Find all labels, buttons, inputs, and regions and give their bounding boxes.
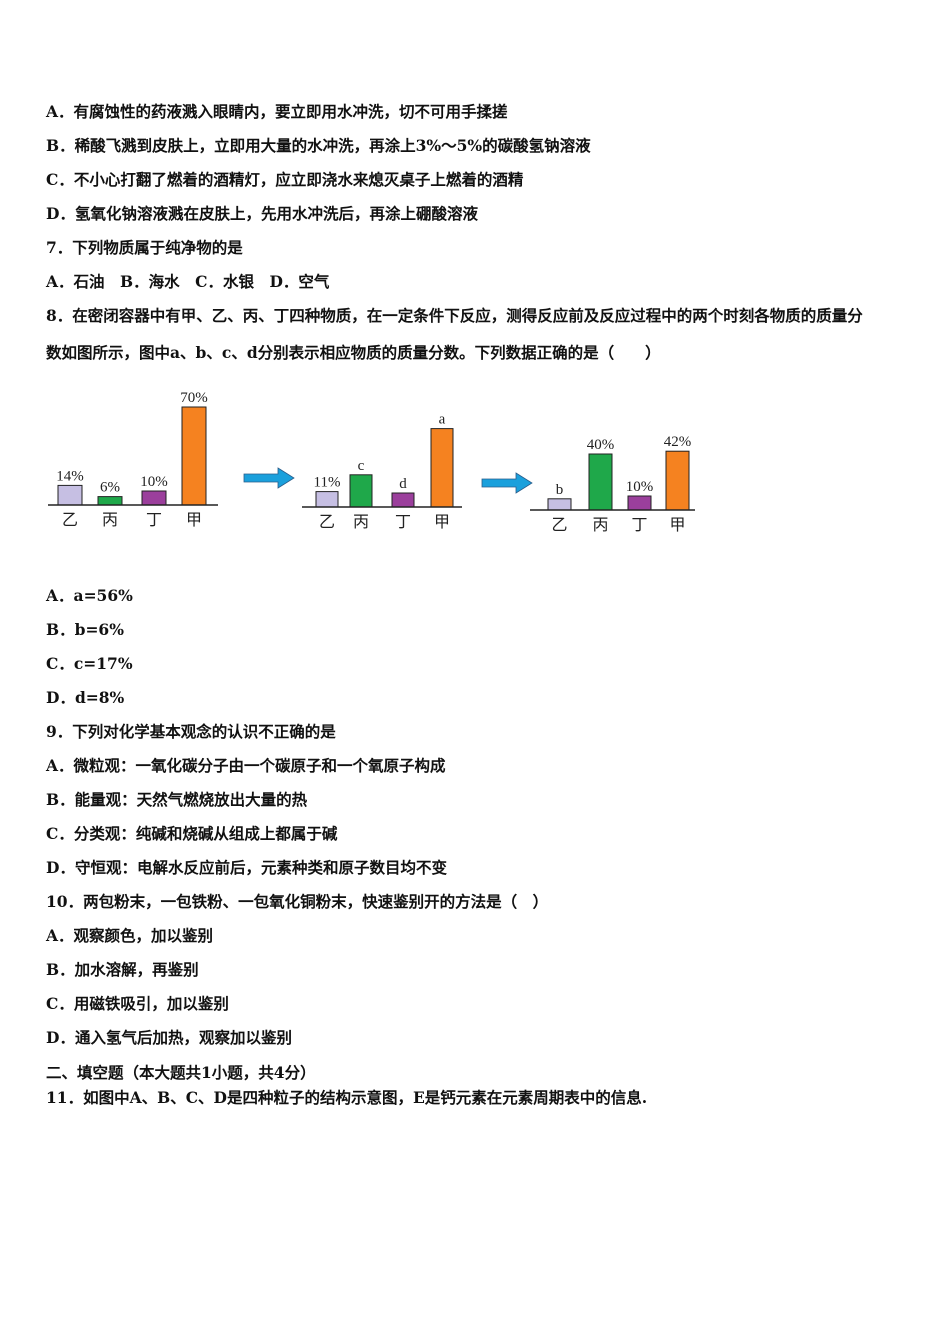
text-line: C．分类观：纯碱和烧碱从组成上都属于碱 xyxy=(46,824,338,843)
text-line: D．d=8% xyxy=(46,688,125,707)
text-line: 8．在密闭容器中有甲、乙、丙、丁四种物质，在一定条件下反应，测得反应前及反应过程… xyxy=(46,306,863,325)
text-line: B．加水溶解，再鉴别 xyxy=(46,960,199,979)
text-line: B．b=6% xyxy=(46,620,124,639)
data-label: 6% xyxy=(100,480,120,496)
right-arrow-icon xyxy=(243,467,295,489)
text-line: 9．下列对化学基本观念的认识不正确的是 xyxy=(46,722,336,741)
bar xyxy=(97,496,123,506)
category-label: 甲 xyxy=(434,514,450,531)
data-label: 42% xyxy=(664,434,692,450)
text-line: A．石油 B．海水 C．水银 D．空气 xyxy=(46,272,330,291)
data-label: a xyxy=(439,412,446,428)
text-line: A．有腐蚀性的药液溅入眼睛内，要立即用水冲洗，切不可用手揉搓 xyxy=(46,102,508,121)
category-label: 丙 xyxy=(102,512,118,529)
bar xyxy=(181,406,207,506)
data-label: 10% xyxy=(626,479,654,495)
category-label: 丁 xyxy=(395,514,411,531)
text-line: 7．下列物质属于纯净物的是 xyxy=(46,238,243,257)
text-line: B．稀酸飞溅到皮肤上，立即用大量的水冲洗，再涂上3%～5%的碳酸氢钠溶液 xyxy=(46,136,591,155)
text-line: A．a=56% xyxy=(46,586,133,605)
text-line: C．用磁铁吸引，加以鉴别 xyxy=(46,994,229,1013)
data-label: d xyxy=(399,476,407,492)
data-label: 11% xyxy=(314,475,341,491)
bar xyxy=(547,498,572,511)
bar xyxy=(349,474,373,508)
data-label: 40% xyxy=(587,437,615,453)
bar xyxy=(588,453,613,511)
bar xyxy=(627,495,652,511)
bar xyxy=(57,484,83,506)
text-line: A．微粒观：一氧化碳分子由一个碳原子和一个氧原子构成 xyxy=(46,756,446,775)
text-line: 二、填空题（本大题共1小题，共4分） xyxy=(46,1063,316,1082)
category-label: 乙 xyxy=(319,514,335,531)
data-label: 10% xyxy=(140,474,168,490)
bar xyxy=(665,450,690,511)
category-label: 乙 xyxy=(62,512,78,529)
category-label: 丁 xyxy=(631,517,647,534)
text-line: 11．如图中A、B、C、D是四种粒子的结构示意图，E是钙元素在元素周期表中的信息… xyxy=(46,1088,648,1107)
category-label: 乙 xyxy=(551,517,567,534)
text-line: C．不小心打翻了燃着的酒精灯，应立即浇水来熄灭桌子上燃着的酒精 xyxy=(46,170,524,189)
data-label: 70% xyxy=(180,390,208,406)
mass-fraction-bar-charts: 14% 乙 6% 丙 10% 丁 70% 甲 11% 乙 c 丙 d 丁 a 甲 b 乙 40% 丙 10% 丁 42% 甲 xyxy=(48,390,695,534)
category-label: 丙 xyxy=(353,514,369,531)
bar xyxy=(391,492,415,508)
category-label: 甲 xyxy=(186,512,202,529)
category-label: 丙 xyxy=(592,517,608,534)
data-label: 14% xyxy=(56,468,84,484)
bar xyxy=(141,490,167,506)
category-label: 丁 xyxy=(146,512,162,529)
bar xyxy=(315,491,339,508)
text-line: D．通入氢气后加热，观察加以鉴别 xyxy=(46,1028,292,1047)
text-line: 数如图所示，图中a、b、c、d分别表示相应物质的质量分数。下列数据正确的是（ ） xyxy=(46,343,661,362)
text-line: D．守恒观：电解水反应前后，元素种类和原子数目均不变 xyxy=(46,858,447,877)
data-label: b xyxy=(556,482,564,498)
text-line: B．能量观：天然气燃烧放出大量的热 xyxy=(46,790,308,809)
category-label: 甲 xyxy=(669,517,685,534)
text-line: A．观察颜色，加以鉴别 xyxy=(46,926,214,945)
data-label: c xyxy=(358,458,365,474)
text-line: D．氢氧化钠溶液溅在皮肤上，先用水冲洗后，再涂上硼酸溶液 xyxy=(46,204,478,223)
text-line: C．c=17% xyxy=(46,654,133,673)
bar xyxy=(430,428,454,508)
right-arrow-icon xyxy=(481,472,533,494)
text-line: 10．两包粉末，一包铁粉、一包氧化铜粉末，快速鉴别开的方法是（ ） xyxy=(46,892,549,911)
